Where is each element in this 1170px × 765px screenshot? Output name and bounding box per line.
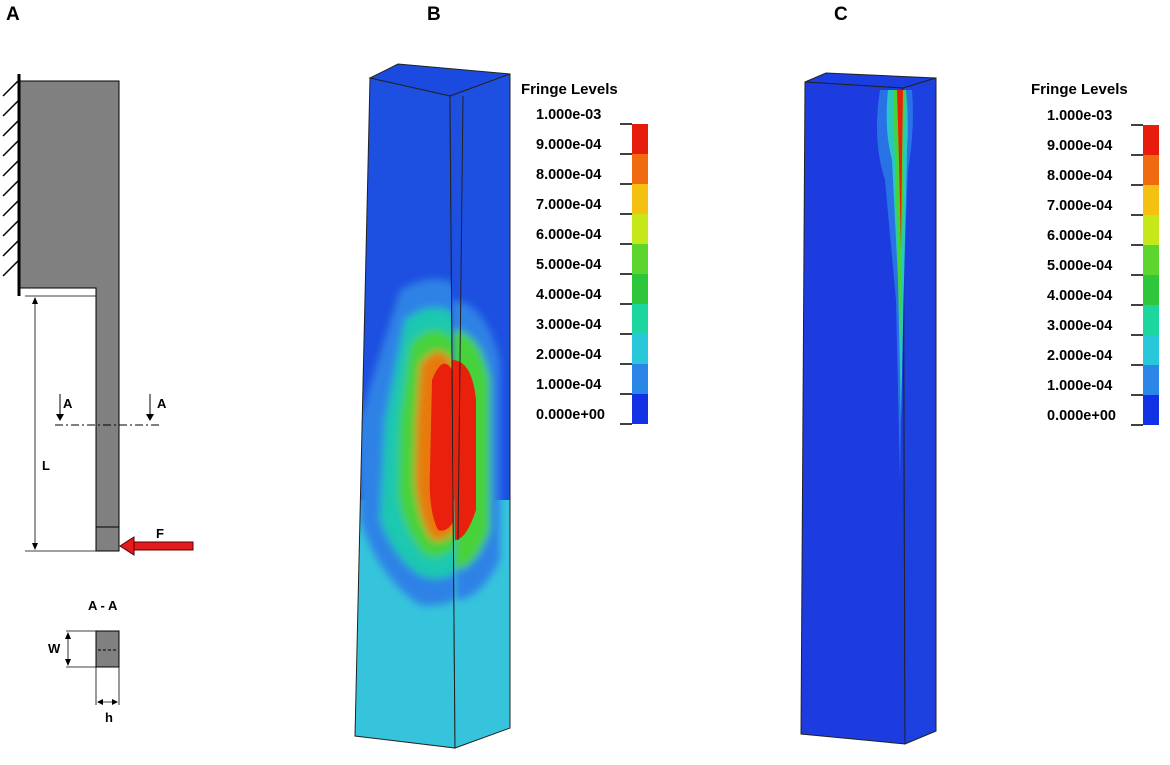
length-label: L (42, 458, 50, 473)
legend-b-level: 4.000e-04 (536, 287, 602, 303)
legend-c-level: 8.000e-04 (1047, 168, 1113, 184)
legend-c-level: 9.000e-04 (1047, 138, 1113, 154)
legend-c-level: 1.000e-04 (1047, 378, 1113, 394)
legend-b-level: 9.000e-04 (536, 137, 602, 153)
legend-b-swatch (632, 184, 648, 214)
legend-c-level: 2.000e-04 (1047, 348, 1113, 364)
section-mark-right: A (157, 396, 167, 411)
legend-b-level: 3.000e-04 (536, 317, 602, 333)
legend-c-swatch (1143, 335, 1159, 365)
legend-c-swatch (1143, 395, 1159, 425)
legend-b-level: 5.000e-04 (536, 257, 602, 273)
panel-c-letter: C (834, 4, 848, 25)
legend-c-swatch (1143, 245, 1159, 275)
legend-c-level: 4.000e-04 (1047, 288, 1113, 304)
cross-section (95, 630, 120, 668)
panel-b-letter: B (427, 4, 441, 25)
legend-b-swatch (632, 394, 648, 424)
fixed-support (2, 74, 21, 296)
legend-c-swatch (1143, 275, 1159, 305)
legend-c-swatch (1143, 305, 1159, 335)
legend-c-swatch (1143, 185, 1159, 215)
legend-c-level: 3.000e-04 (1047, 318, 1113, 334)
legend-c-level: 5.000e-04 (1047, 258, 1113, 274)
legend-b-level: 7.000e-04 (536, 197, 602, 213)
legend-b-level: 1.000e-04 (536, 377, 602, 393)
legend-b-level: 6.000e-04 (536, 227, 602, 243)
section-mark-left: A (63, 396, 73, 411)
legend-c-swatch (1143, 215, 1159, 245)
legend-b-swatch (632, 214, 648, 244)
legend-b-swatch (632, 304, 648, 334)
force-label: F (156, 526, 164, 541)
legend-c-level: 1.000e-03 (1047, 108, 1113, 124)
beam-b-front-face (355, 78, 455, 748)
legend-c-level: 6.000e-04 (1047, 228, 1113, 244)
thickness-label: h (105, 710, 113, 725)
force-arrow (119, 536, 194, 556)
legend-b-level: 1.000e-03 (536, 107, 602, 123)
legend-c-swatch (1143, 365, 1159, 395)
legend-c-level: 0.000e+00 (1047, 408, 1116, 424)
legend-c-swatch (1143, 155, 1159, 185)
beam-c-side-face (902, 77, 937, 745)
legend-c-title: Fringe Levels (1031, 81, 1128, 98)
legend-c-swatch (1143, 125, 1159, 155)
section-title: A - A (88, 598, 118, 613)
legend-b-level: 2.000e-04 (536, 347, 602, 363)
legend-b-level: 8.000e-04 (536, 167, 602, 183)
legend-b-swatch (632, 124, 648, 154)
panel-a-letter: A (6, 4, 20, 25)
legend-b-swatch (632, 154, 648, 184)
legend-b-level: 0.000e+00 (536, 407, 605, 423)
width-label: W (48, 641, 61, 656)
legend-b-title: Fringe Levels (521, 81, 618, 98)
beam-b-side-face (450, 74, 510, 748)
legend-c-level: 7.000e-04 (1047, 198, 1113, 214)
legend-b-swatch (632, 364, 648, 394)
legend-b-swatch (632, 274, 648, 304)
legend-b-swatch (632, 334, 648, 364)
legend-b-swatch (632, 244, 648, 274)
beam-c-crack-zone (876, 90, 913, 480)
